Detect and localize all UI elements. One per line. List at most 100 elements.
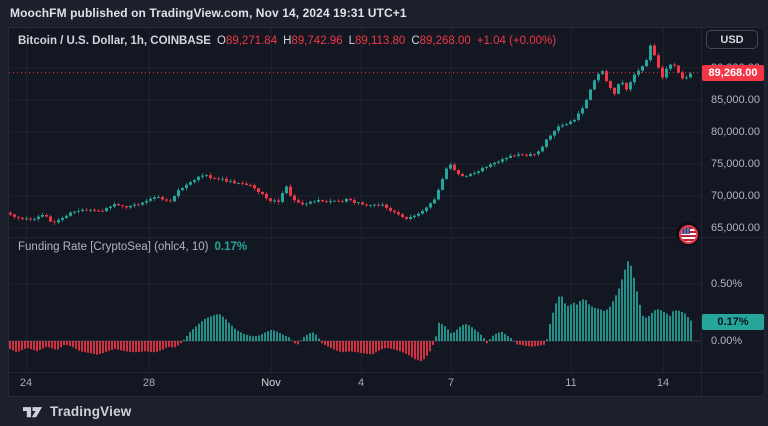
candle-body — [109, 206, 112, 209]
funding-rate-bar — [528, 340, 530, 347]
funding-rate-bar — [252, 336, 254, 341]
candle-body — [505, 157, 508, 160]
funding-rate-bar — [93, 340, 95, 354]
candle-body — [9, 212, 12, 215]
candle-body — [245, 183, 248, 185]
candle-body — [389, 207, 392, 211]
candle-body — [57, 219, 60, 223]
candle-body — [569, 121, 572, 125]
currency-toggle-button[interactable]: USD — [706, 30, 758, 49]
candle-body — [565, 124, 568, 126]
indicator-legend[interactable]: Funding Rate [CryptoSea] (ohlc4, 10) 0.1… — [18, 241, 247, 253]
funding-rate-bar — [237, 330, 239, 341]
funding-rate-bar — [510, 338, 512, 341]
funding-rate-bar — [279, 333, 281, 341]
funding-rate-bar — [303, 336, 305, 341]
funding-rate-bar — [606, 309, 608, 341]
candle-body — [89, 209, 92, 211]
us-flag-avatar — [676, 222, 700, 246]
candle-body — [149, 198, 152, 201]
candle-body — [601, 71, 604, 75]
candle-body — [61, 218, 64, 220]
funding-rate-bar — [210, 316, 212, 341]
funding-rate-bar — [258, 335, 260, 341]
funding-rate-bar — [105, 340, 107, 353]
funding-rate-bar — [84, 340, 86, 353]
funding-rate-bar — [399, 340, 401, 352]
funding-rate-bar — [549, 323, 551, 341]
candle-body — [661, 67, 664, 78]
funding-rate-bar — [255, 336, 257, 341]
funding-rate-bar — [45, 340, 47, 348]
funding-rate-bar — [30, 340, 32, 350]
funding-rate-bar — [141, 340, 143, 352]
funding-rate-bar — [363, 340, 365, 354]
tradingview-logo-link[interactable]: TradingView — [22, 401, 131, 421]
candle-body — [241, 183, 244, 184]
candle-body — [613, 87, 616, 94]
funding-rate-bar — [168, 340, 170, 347]
funding-rate-bar — [411, 340, 413, 358]
candle-body — [585, 99, 588, 109]
funding-rate-bar — [687, 317, 689, 341]
candle-body — [481, 167, 484, 172]
funding-rate-bar — [396, 340, 398, 351]
candle-body — [85, 209, 88, 211]
candle-body — [405, 217, 408, 219]
funding-rate-bar — [456, 329, 458, 341]
funding-rate-bar — [438, 322, 440, 341]
funding-rate-bar — [102, 340, 104, 353]
funding-rate-bar — [594, 307, 596, 341]
candle-body — [517, 154, 520, 156]
funding-rate-bar — [540, 340, 542, 346]
funding-rate-bar — [180, 340, 182, 344]
funding-rate-bar — [342, 340, 344, 353]
symbol-legend[interactable]: Bitcoin / U.S. Dollar, 1h, COINBASE O89,… — [18, 35, 556, 47]
funding-rate-bar — [585, 300, 587, 341]
funding-rate-bar — [207, 317, 209, 341]
funding-rate-bar — [474, 329, 476, 341]
candle-body — [665, 68, 668, 78]
price-chart-canvas[interactable] — [9, 28, 701, 372]
funding-rate-bar — [612, 301, 614, 341]
candle-body — [53, 221, 56, 223]
candle-body — [593, 80, 596, 90]
candle-body — [285, 186, 288, 194]
candle-body — [573, 119, 576, 122]
funding-rate-bar — [324, 340, 326, 345]
candle-body — [73, 211, 76, 213]
indicator-value: 0.17% — [214, 241, 248, 253]
candle-body — [217, 178, 220, 180]
candle-body — [637, 70, 640, 75]
pane-divider[interactable] — [9, 237, 764, 238]
candle-body — [181, 188, 184, 191]
published-header: MoochFM published on TradingView.com, No… — [10, 6, 407, 20]
funding-rate-bar — [480, 334, 482, 341]
funding-rate-bar — [315, 334, 317, 341]
low-label: L — [348, 35, 355, 47]
time-scale-label: 11 — [565, 377, 577, 389]
candle-body — [365, 204, 368, 206]
funding-rate-bar — [144, 340, 146, 352]
candle-body — [317, 199, 320, 202]
time-scale-label: 28 — [142, 377, 156, 389]
candle-body — [21, 217, 24, 219]
candle-body — [29, 218, 32, 220]
candle-body — [313, 201, 316, 203]
funding-rate-bar — [636, 291, 638, 341]
candle-body — [97, 210, 100, 212]
funding-rate-bar — [345, 340, 347, 352]
funding-rate-bar — [18, 340, 20, 352]
candle-body — [501, 159, 504, 162]
funding-rate-bar — [369, 340, 371, 355]
funding-rate-bar — [513, 340, 515, 342]
time-scale-label: Nov — [261, 377, 281, 389]
funding-rate-bar — [417, 340, 419, 361]
funding-rate-bar — [522, 340, 524, 346]
candle-body — [609, 81, 612, 88]
funding-rate-bar — [228, 322, 230, 341]
funding-rate-bar — [117, 340, 119, 350]
candle-body — [233, 180, 236, 184]
funding-rate-bar — [498, 332, 500, 341]
funding-rate-bar — [690, 320, 692, 341]
